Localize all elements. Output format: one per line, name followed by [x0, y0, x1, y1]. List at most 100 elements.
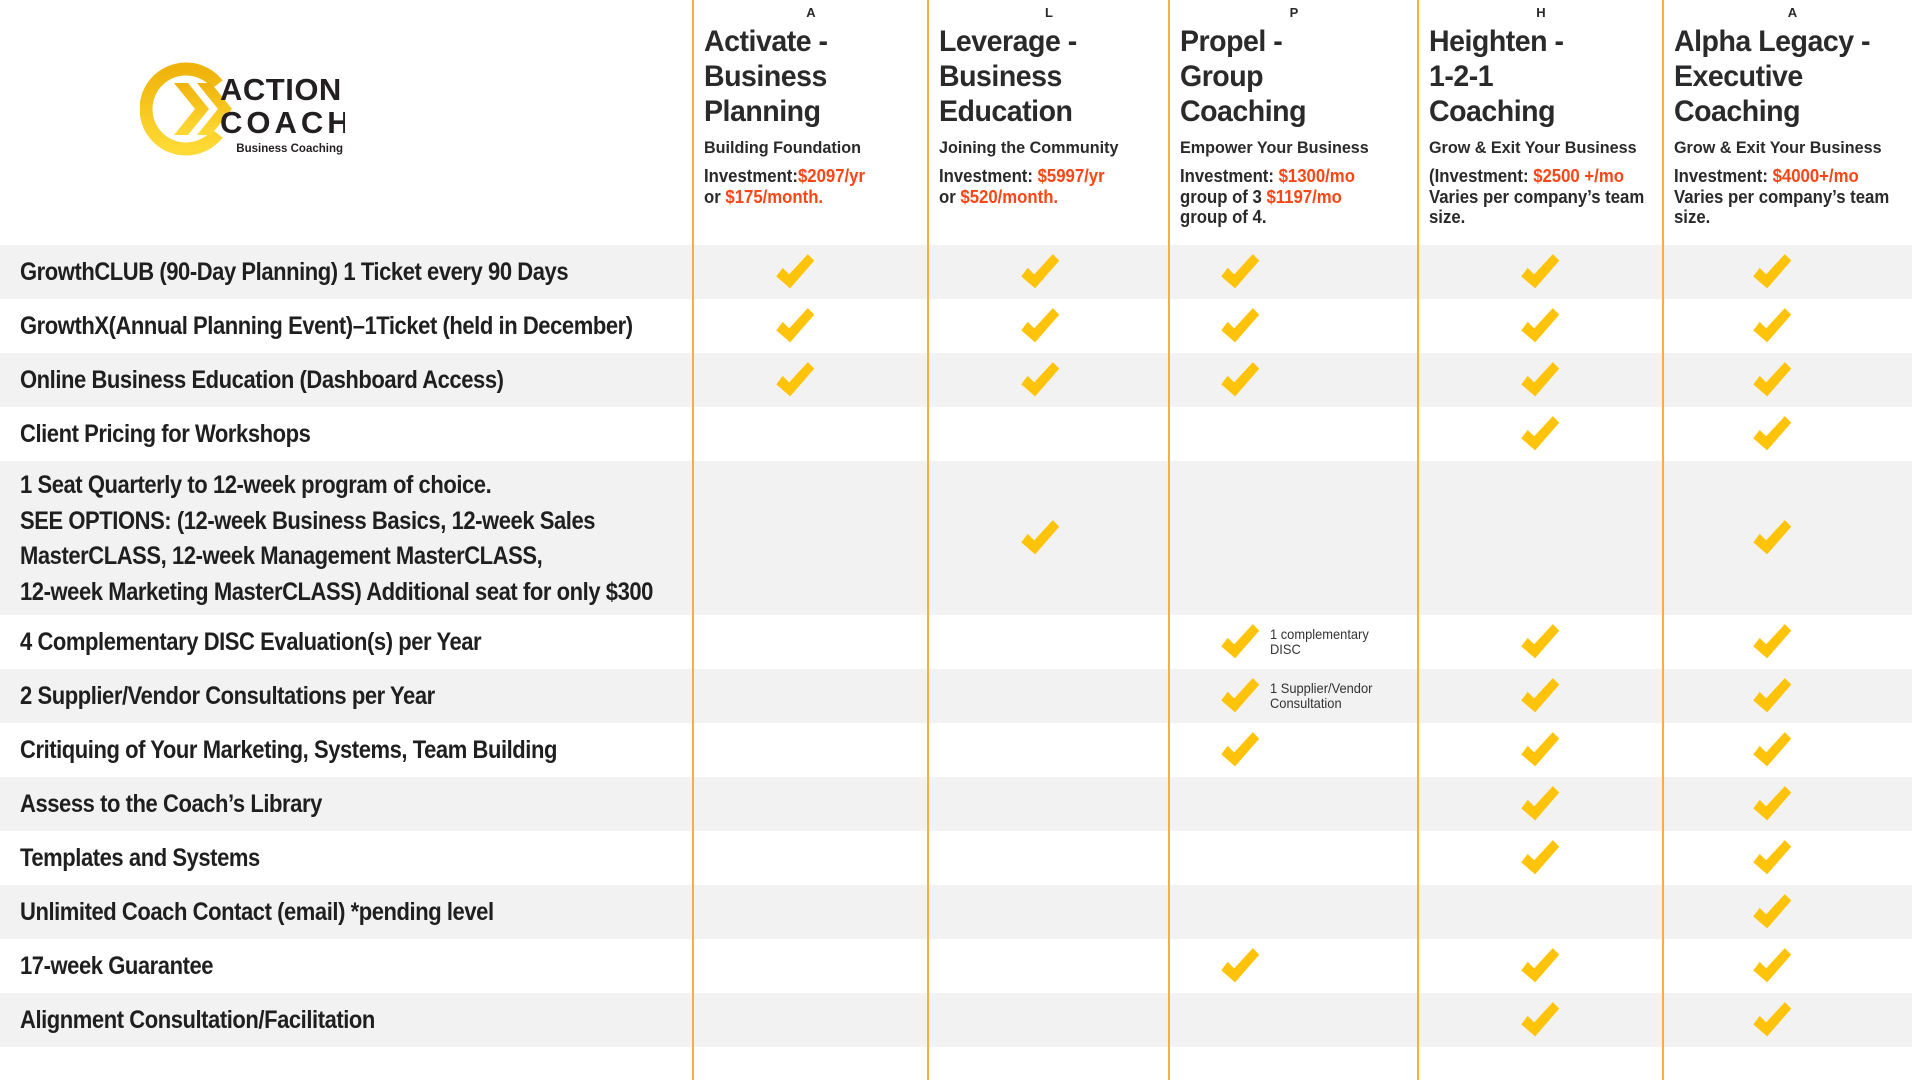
investment-label: Varies per company’s team — [1674, 186, 1890, 207]
check-icon — [1519, 948, 1561, 984]
feature-label-line: 12-week Marketing MasterCLASS) Additiona… — [20, 577, 653, 606]
check-icon — [1519, 362, 1561, 398]
price-value: $5997/yr — [1037, 166, 1105, 186]
check-icon — [1519, 1002, 1561, 1038]
investment-label: group of 3 — [1180, 186, 1267, 207]
table-row-stripe — [0, 831, 1912, 885]
column-title-line: Coaching — [1674, 95, 1801, 128]
column-title-line: Leverage - — [939, 25, 1077, 58]
feature-label: GrowthCLUB (90-Day Planning) 1 Ticket ev… — [20, 258, 569, 286]
feature-label: Unlimited Coach Contact (email) *pending… — [20, 898, 494, 926]
feature-label: Online Business Education (Dashboard Acc… — [20, 366, 504, 394]
logo-chevron-icon — [174, 83, 209, 135]
table-row-stripe — [0, 939, 1912, 993]
actioncoach-logo-graphic: ACTION COACH Business Coaching — [139, 62, 350, 156]
investment-line: Investment: $4000+/mo — [1674, 166, 1895, 187]
column-title-line: Coaching — [1429, 95, 1556, 128]
table-row-stripe — [0, 993, 1912, 1047]
check-icon — [1751, 732, 1793, 768]
check-icon — [1219, 624, 1261, 660]
column-title-line: Alpha Legacy - — [1674, 25, 1871, 58]
column-divider — [692, 0, 694, 1080]
logo-tagline: Business Coaching — [236, 143, 343, 155]
column-subtitle: Empower Your Business — [1180, 138, 1369, 157]
check-icon — [1751, 678, 1793, 714]
program-column-header: P Propel - Group Coaching Empower Your Busin… — [1180, 5, 1409, 228]
check-note-line: 1 Supplier/Vendor — [1270, 680, 1373, 696]
table-row-stripe — [0, 723, 1912, 777]
price-value: $520/month. — [960, 186, 1059, 207]
investment-line: Investment: $5997/yr — [939, 166, 1145, 187]
check-icon — [1519, 624, 1561, 660]
program-column-header: A Activate - Business Planning Building Foun… — [704, 5, 919, 207]
check-icon — [1019, 362, 1061, 398]
table-row-stripe — [0, 885, 1912, 939]
price-value: $4000+/mo — [1772, 166, 1859, 186]
table-row-stripe — [0, 615, 1912, 669]
check-icon — [1219, 362, 1261, 398]
column-letter: P — [1289, 5, 1300, 20]
logo-c-swoosh-icon — [139, 62, 223, 156]
table-row-stripe — [0, 353, 1912, 407]
column-subtitle: Grow & Exit Your Business — [1429, 138, 1637, 157]
investment-label: or — [704, 186, 726, 207]
investment-label: Investment: — [1674, 166, 1773, 186]
investment-label: size. — [1429, 207, 1466, 227]
column-title-line: Coaching — [1180, 95, 1307, 128]
feature-label-line: 1 Seat Quarterly to 12-week program of c… — [20, 471, 492, 499]
column-investment: (Investment: $2500 +/mo Varies per compan… — [1429, 166, 1654, 228]
check-icon — [774, 254, 816, 290]
check-icon — [1751, 362, 1793, 398]
feature-label: Assess to the Coach’s Library — [20, 790, 322, 818]
column-title-line: Activate - — [704, 25, 828, 58]
check-icon — [1519, 840, 1561, 876]
column-divider — [1417, 0, 1419, 1080]
column-investment: Investment: $4000+/mo Varies per company’… — [1674, 166, 1912, 228]
investment-label: or — [939, 186, 961, 207]
check-icon — [1519, 254, 1561, 290]
feature-label: 2 Supplier/Vendor Consultations per Year — [20, 682, 435, 710]
column-title-line: Planning — [704, 95, 821, 128]
investment-label: Investment: — [939, 166, 1038, 186]
column-title-line: Propel - — [1180, 25, 1283, 58]
logo-text-action: ACTION — [220, 72, 342, 107]
column-title-line: Group — [1180, 60, 1264, 93]
feature-label-line: SEE OPTIONS: (12-week Business Basics, 1… — [20, 506, 596, 535]
investment-line: group of 3 $1197/mo — [1180, 187, 1393, 208]
check-icon — [1219, 732, 1261, 768]
check-icon — [1751, 894, 1793, 930]
feature-label: 17-week Guarantee — [20, 952, 214, 980]
check-icon — [1751, 416, 1793, 452]
column-letter: A — [1787, 5, 1799, 20]
investment-label: Investment: — [704, 166, 798, 186]
investment-label: group of 4. — [1180, 207, 1267, 227]
investment-line: group of 4. — [1180, 207, 1393, 228]
check-icon — [1519, 786, 1561, 822]
check-icon — [1751, 948, 1793, 984]
investment-line: or $520/month. — [939, 187, 1145, 208]
column-subtitle: Grow & Exit Your Business — [1674, 138, 1882, 157]
column-title-line: 1-2-1 — [1429, 60, 1494, 93]
check-icon — [1751, 308, 1793, 344]
column-letter: L — [1045, 5, 1054, 20]
program-column-header: A Alpha Legacy - Executive Coaching Grow & E… — [1674, 5, 1912, 228]
investment-line: or $175/month. — [704, 187, 904, 208]
check-icon — [1751, 840, 1793, 876]
feature-label-line: MasterCLASS, 12-week Management MasterCL… — [20, 542, 543, 570]
check-icon — [1019, 308, 1061, 344]
check-icon — [1519, 308, 1561, 344]
check-icon — [1519, 416, 1561, 452]
check-icon — [1751, 624, 1793, 660]
column-divider — [1168, 0, 1170, 1080]
table-row-stripe — [0, 407, 1912, 461]
program-column-header: H Heighten -1-2-1 Coaching Grow & Exit Your… — [1429, 5, 1654, 228]
column-title-line: Heighten - — [1429, 25, 1564, 58]
investment-label: size. — [1674, 207, 1711, 227]
investment-line: Investment:$2097/yr — [704, 166, 904, 187]
check-icon — [1519, 678, 1561, 714]
investment-line: size. — [1674, 207, 1895, 228]
check-icon — [1519, 732, 1561, 768]
column-title-line: Business — [704, 60, 827, 93]
check-icon — [1219, 308, 1261, 344]
